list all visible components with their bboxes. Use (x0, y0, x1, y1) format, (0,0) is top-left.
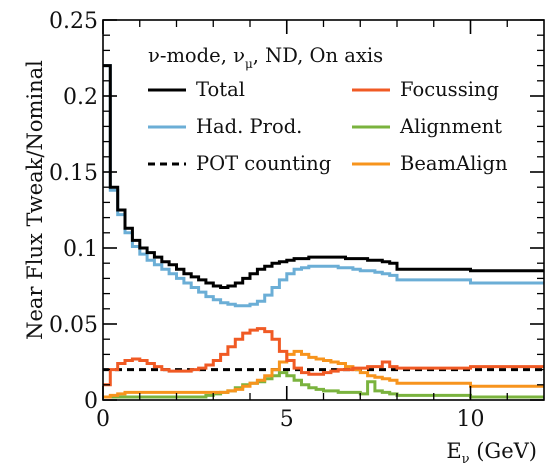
legend-label-beamalign: BeamAlign (400, 152, 508, 175)
y-tick-label: 0.2 (63, 85, 98, 110)
legend-label-focussing: Focussing (400, 78, 499, 101)
legend: Total Had. Prod. POT counting Focussing Alig… (148, 78, 508, 175)
legend-header: ν-mode, νμ, ND, On axis (148, 44, 383, 71)
series-had-prod (103, 64, 544, 308)
y-tick-label: 0.25 (49, 9, 98, 34)
x-tick-label: 5 (280, 407, 294, 432)
series-total (103, 64, 544, 289)
series-layer (103, 64, 544, 399)
legend-label-total: Total (196, 78, 245, 101)
series-beamalign (103, 349, 544, 399)
y-axis-label: Near Flux Tweak/Nominal (23, 60, 47, 340)
y-tick-label: 0.15 (49, 161, 98, 186)
y-tick-label: 0 (84, 389, 98, 414)
series-alignment (103, 371, 544, 399)
legend-label-alignment: Alignment (399, 115, 502, 138)
legend-label-pot-counting: POT counting (196, 152, 331, 175)
x-axis-label: Eν (GeV) (446, 439, 537, 464)
x-tick-label: 0 (96, 407, 110, 432)
y-tick-label: 0.1 (63, 237, 98, 262)
y-tick-label: 0.05 (49, 313, 98, 338)
x-tick-label: 10 (457, 407, 485, 432)
series-focussing (103, 327, 544, 387)
legend-label-had-prod: Had. Prod. (196, 115, 302, 138)
plot-frame (102, 19, 545, 401)
axes-layer: 0 0.05 0.1 0.15 0.2 0.25 0 5 10 (49, 9, 545, 432)
